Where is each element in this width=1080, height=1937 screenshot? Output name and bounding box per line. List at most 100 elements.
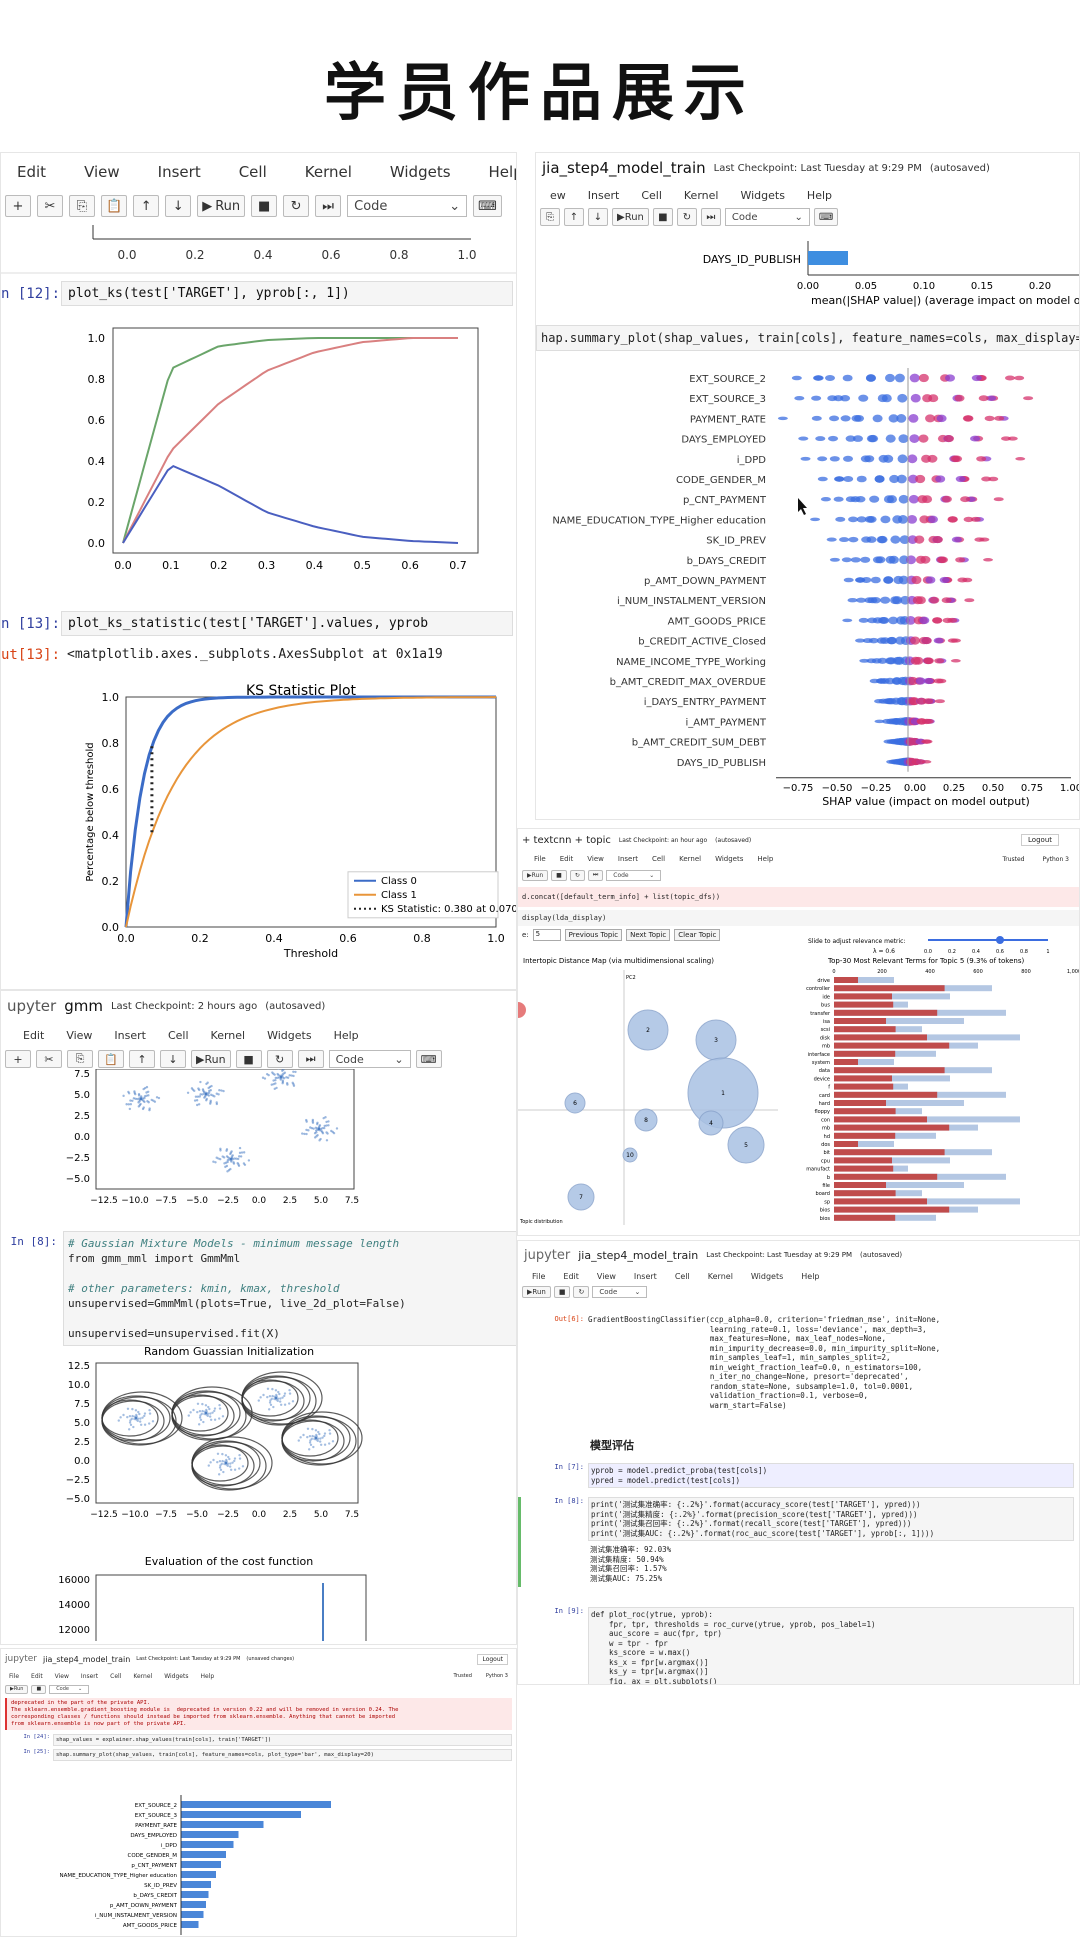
move-down-button[interactable]: ↓ [165,195,192,217]
menu-kernel[interactable]: Kernel [707,1271,733,1281]
menu-kernel[interactable]: Kernel [210,1028,246,1042]
restart-button[interactable]: ↻ [569,869,585,881]
menu-ew[interactable]: ew [550,188,566,202]
code-7[interactable]: yprob = model.predict_proba(test[cols]) y… [588,1463,1074,1488]
move-down-button[interactable]: ↓ [160,1050,186,1068]
topic-input[interactable]: 5 [532,929,561,941]
next-topic-button[interactable]: Next Topic [626,929,671,941]
clear-topic-button[interactable]: Clear Topic [674,929,721,941]
code-12[interactable]: plot_ks(test['TARGET'], yprob[:, 1]) [61,281,513,306]
paste-button[interactable]: 📋 [101,195,128,217]
notebook-name[interactable]: gmm [64,997,103,1015]
menu-view[interactable]: View [54,1672,69,1680]
stop-button[interactable]: ■ [251,195,278,217]
menu-help[interactable]: Help [333,1028,359,1042]
copy-button[interactable]: ⎘ [69,195,95,217]
stop-button[interactable]: ■ [553,1286,571,1298]
fast-forward-button[interactable]: ⏭ [315,195,342,217]
paste-button[interactable]: 📋 [98,1050,124,1068]
add-cell-button[interactable]: + [5,1050,31,1068]
menu-kernel[interactable]: Kernel [133,1672,153,1680]
fast-forward-button[interactable]: ⏭ [587,869,604,881]
menu-help[interactable]: Help [757,855,774,863]
run-button[interactable]: ▶ Run [197,195,246,217]
move-down-button[interactable]: ↓ [588,208,608,226]
cell-type-select[interactable]: Code ⌄ [347,195,468,217]
menu-insert[interactable]: Insert [587,188,620,202]
menu-kernel[interactable]: Kernel [679,855,702,863]
notebook-name[interactable]: jia_step4_model_train [578,1248,699,1262]
code-concat[interactable]: d.concat([default_term_info] + list(topi… [518,887,1079,907]
fast-forward-button[interactable]: ⏭ [700,208,721,226]
menu-view[interactable]: View [587,855,604,863]
menu-file[interactable]: File [532,1271,546,1281]
menu-view[interactable]: View [66,1028,93,1042]
menu-cell[interactable]: Cell [674,1271,690,1281]
copy-button[interactable]: ⎘ [67,1050,93,1068]
run-button[interactable]: ▶ Run [522,869,549,881]
restart-button[interactable]: ↻ [573,1286,590,1298]
code-13[interactable]: plot_ks_statistic(test['TARGET'].values,… [61,611,513,636]
code-9[interactable]: def plot_roc(ytrue, yprob): fpr, tpr, th… [588,1607,1074,1684]
menu-kernel[interactable]: Kernel [304,163,352,181]
code-cell-9[interactable]: In [9]: def plot_roc(ytrue, yprob): fpr,… [518,1607,1074,1684]
notebook-name[interactable]: jia_step4_model_train [542,159,706,177]
menu-widgets[interactable]: Widgets [164,1672,189,1680]
menu-cell[interactable]: Cell [110,1672,122,1680]
menu-kernel[interactable]: Kernel [683,188,719,202]
cut-button[interactable]: ✂ [36,1050,62,1068]
menu-edit[interactable]: Edit [23,1028,45,1042]
menu-file[interactable]: File [9,1672,20,1680]
run-button[interactable]: ▶ Run [522,1286,551,1298]
menu-insert[interactable]: Insert [157,163,201,181]
menu-view[interactable]: View [596,1271,616,1281]
code-cell-24[interactable]: In [24]: shap_values = explainer.shap_va… [1,1734,516,1746]
code-cell-summary[interactable]: hap.summary_plot(shap_values, train[cols… [536,325,1079,351]
cell-type-select[interactable]: Code ⌄ [328,1050,411,1068]
menu-edit[interactable]: Edit [31,1672,43,1680]
stop-button[interactable]: ■ [652,208,673,226]
logout-button[interactable]: Logout [1021,834,1059,846]
notebook-name[interactable]: jia_step4_model_train [43,1654,131,1664]
cell-type-select[interactable]: Code ⌄ [49,1684,90,1694]
menu-edit[interactable]: Edit [559,855,574,863]
fast-forward-button[interactable]: ⏭ [297,1050,324,1068]
run-button[interactable]: ▶ Run [191,1050,231,1068]
menu-insert[interactable]: Insert [114,1028,146,1042]
menu-widgets[interactable]: Widgets [389,163,451,181]
keyboard-icon[interactable]: ⌨ [473,195,502,217]
menu-edit[interactable]: Edit [563,1271,579,1281]
menu-help[interactable]: Help [488,163,516,181]
cell-type-select[interactable]: Code ⌄ [724,208,810,226]
restart-button[interactable]: ↻ [676,208,697,226]
menu-help[interactable]: Help [806,188,832,202]
stop-button[interactable]: ■ [235,1050,262,1068]
cut-button[interactable]: ✂ [37,195,63,217]
menu-cell[interactable]: Cell [167,1028,189,1042]
run-button[interactable]: ▶ Run [612,208,649,226]
cell-type-select[interactable]: Code ⌄ [592,1286,648,1298]
menu-widgets[interactable]: Widgets [750,1271,784,1281]
menu-cell[interactable]: Cell [238,163,267,181]
code-cell-7[interactable]: In [7]: yprob = model.predict_proba(test… [518,1463,1074,1488]
paste-button[interactable]: ⎘ [540,208,560,226]
notebook-name[interactable]: + textcnn + topic [522,834,611,846]
move-up-button[interactable]: ↑ [133,195,160,217]
menu-cell[interactable]: Cell [641,188,662,202]
code-cell-25[interactable]: In [25]: shap.summary_plot(shap_values, … [1,1749,516,1761]
code-8[interactable]: print('测试集准确率: {:.2%}'.format(accuracy_s… [588,1497,1074,1541]
previous-topic-button[interactable]: Previous Topic [564,929,623,941]
run-button[interactable]: ▶ Run [5,1684,29,1694]
menu-widgets[interactable]: Widgets [267,1028,312,1042]
menu-insert[interactable]: Insert [633,1271,657,1281]
code-cell-12[interactable]: n [12]: plot_ks(test['TARGET'], yprob[:,… [1,281,513,306]
code-cell-13[interactable]: n [13]: plot_ks_statistic(test['TARGET']… [1,611,513,636]
menu-view[interactable]: View [84,163,120,181]
stop-button[interactable]: ■ [31,1684,47,1694]
menu-widgets[interactable]: Widgets [715,855,744,863]
menu-file[interactable]: File [534,855,546,863]
menu-edit[interactable]: Edit [17,163,47,181]
add-cell-button[interactable]: + [5,195,31,217]
stop-button[interactable]: ■ [551,869,567,881]
move-up-button[interactable]: ↑ [564,208,584,226]
